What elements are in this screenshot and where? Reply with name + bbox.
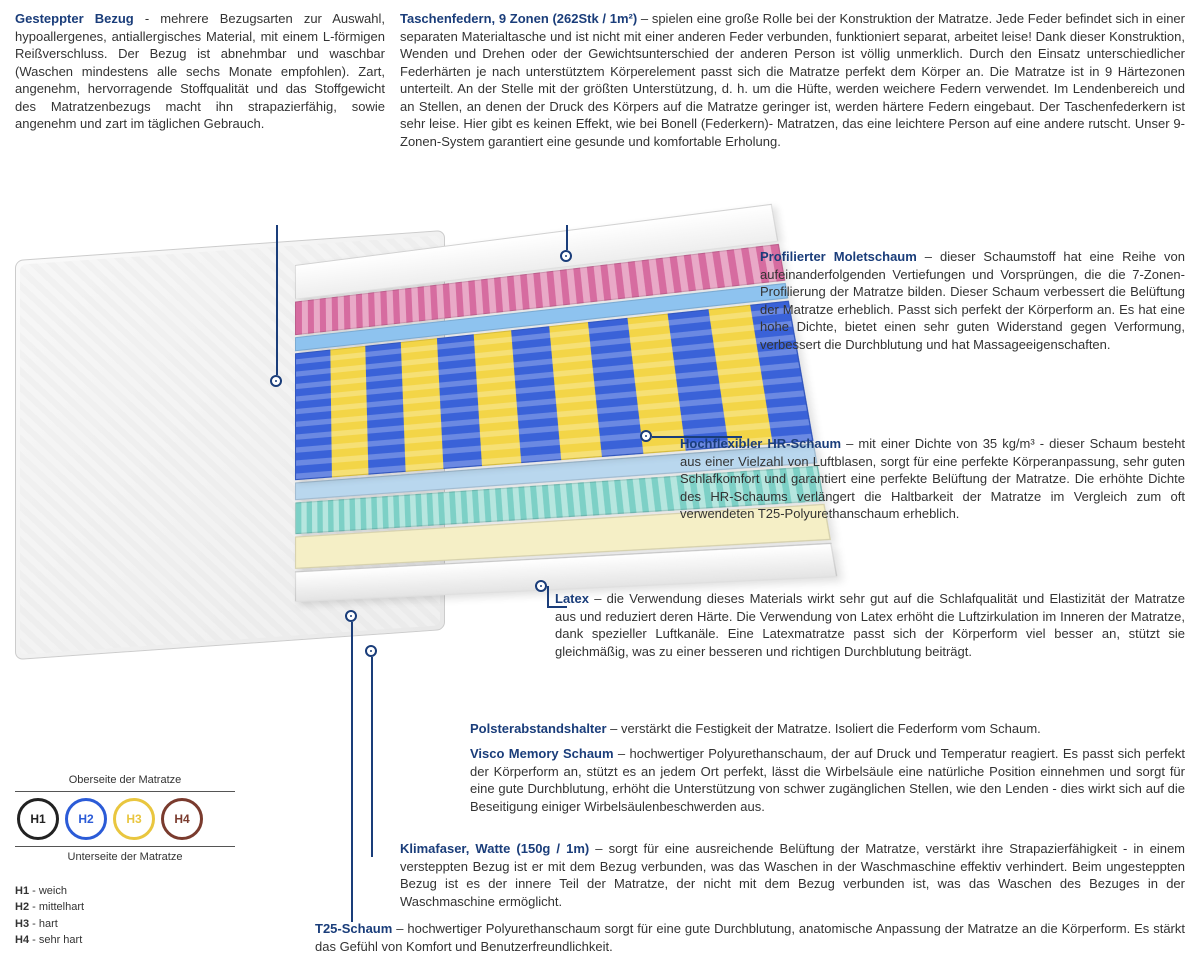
legend-def-h1: H1 - weich: [15, 883, 235, 900]
body-federn: – spielen eine große Rolle bei der Konst…: [400, 11, 1185, 149]
callout-dot-lower1: [345, 610, 357, 622]
section-federn: Taschenfedern, 9 Zonen (262Stk / 1m²) – …: [400, 10, 1185, 150]
legend-def-label: - mittelhart: [29, 901, 84, 913]
section-klima: Klimafaser, Watte (150g / 1m) – sorgt fü…: [400, 840, 1185, 910]
body-polster: – verstärkt die Festigkeit der Matratze.…: [607, 721, 1041, 736]
callout-line: [547, 586, 549, 606]
callout-dot-federn: [560, 250, 572, 262]
section-hr: Hochflexibler HR-Schaum – mit einer Dich…: [680, 435, 1185, 523]
legend-def-label: - sehr hart: [29, 934, 82, 946]
title-molet: Profilierter Moletschaum: [760, 249, 917, 264]
legend-definitions: H1 - weich H2 - mittelhart H3 - hart H4 …: [15, 883, 235, 949]
title-visco: Visco Memory Schaum: [470, 746, 614, 761]
ring-h3: H3: [113, 798, 155, 840]
body-t25: – hochwertiger Polyurethanschaum sorgt f…: [315, 921, 1185, 954]
legend-def-code: H2: [15, 901, 29, 913]
legend-divider: [15, 846, 235, 847]
ring-h4: H4: [161, 798, 203, 840]
callout-line: [276, 225, 278, 375]
title-t25: T25-Schaum: [315, 921, 392, 936]
legend-top-label: Oberseite der Matratze: [15, 773, 235, 788]
title-bezug: Gesteppter Bezug: [15, 11, 134, 26]
legend-divider: [15, 791, 235, 792]
section-molet: Profilierter Moletschaum – dieser Schaum…: [760, 248, 1185, 353]
title-polster: Polsterabstandshalter: [470, 721, 607, 736]
callout-dot-lower2: [365, 645, 377, 657]
title-klima: Klimafaser, Watte (150g / 1m): [400, 841, 589, 856]
callout-dot-latex: [535, 580, 547, 592]
legend-def-code: H1: [15, 885, 29, 897]
legend-def-h3: H3 - hart: [15, 916, 235, 933]
ring-h1: H1: [17, 798, 59, 840]
legend-def-h2: H2 - mittelhart: [15, 899, 235, 916]
mattress-layers: [295, 204, 838, 605]
legend-def-h4: H4 - sehr hart: [15, 932, 235, 949]
legend-def-label: - hart: [29, 918, 58, 930]
section-t25: T25-Schaum – hochwertiger Polyurethansch…: [315, 920, 1185, 955]
legend-def-code: H4: [15, 934, 29, 946]
callout-dot-hr: [640, 430, 652, 442]
callout-line: [371, 657, 373, 857]
legend-def-code: H3: [15, 918, 29, 930]
legend-bottom-label: Unterseite der Matratze: [15, 850, 235, 865]
section-polster: Polsterabstandshalter – verstärkt die Fe…: [470, 720, 1185, 738]
ring-h2: H2: [65, 798, 107, 840]
section-bezug: Gesteppter Bezug - mehrere Bezugsarten z…: [15, 10, 385, 133]
body-bezug: - mehrere Bezugsarten zur Auswahl, hypoa…: [15, 11, 385, 131]
legend-def-label: - weich: [29, 885, 67, 897]
callout-line: [351, 622, 353, 922]
title-federn: Taschenfedern, 9 Zonen (262Stk / 1m²): [400, 11, 637, 26]
body-molet: – dieser Schaumstoff hat eine Reihe von …: [760, 249, 1185, 352]
callout-line: [566, 225, 568, 250]
title-hr: Hochflexibler HR-Schaum: [680, 436, 841, 451]
section-visco: Visco Memory Schaum – hochwertiger Polyu…: [470, 745, 1185, 815]
title-latex: Latex: [555, 591, 589, 606]
legend-rings: H1 H2 H3 H4: [15, 796, 235, 842]
callout-dot-bezug: [270, 375, 282, 387]
section-latex: Latex – die Verwendung dieses Materials …: [555, 590, 1185, 660]
hardness-legend: Oberseite der Matratze H1 H2 H3 H4 Unter…: [15, 770, 235, 949]
body-latex: – die Verwendung dieses Materials wirkt …: [555, 591, 1185, 659]
